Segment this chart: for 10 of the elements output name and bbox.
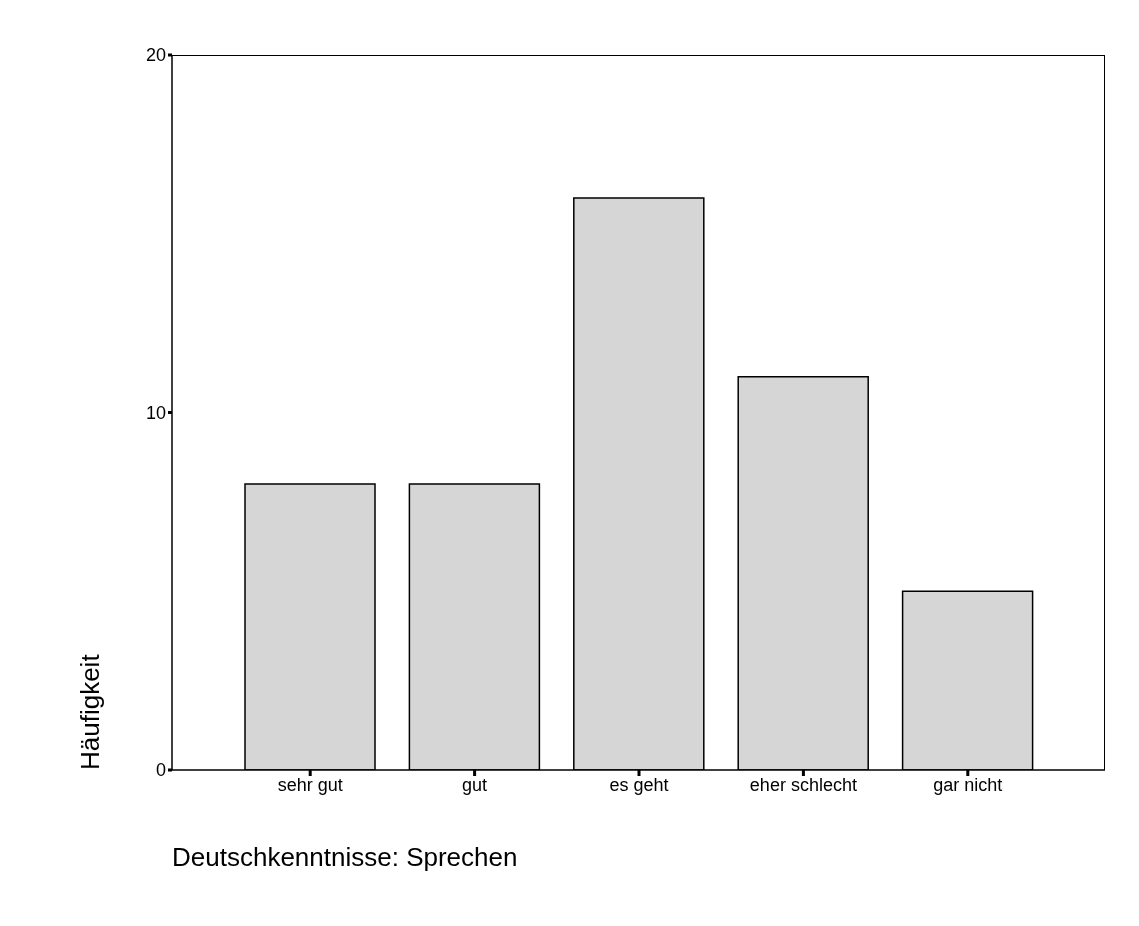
y-tick-label: 10 — [145, 402, 166, 423]
x-tick-label: gar nicht — [933, 774, 1003, 795]
x-tick-label: eher schlecht — [749, 774, 857, 795]
x-tick-label: es geht — [609, 774, 669, 795]
x-tick-label: gut — [462, 774, 488, 795]
y-tick-label: 0 — [155, 760, 166, 781]
x-axis-title: Deutschkenntnisse: Sprechen — [172, 842, 518, 872]
x-tick-label: sehr gut — [277, 774, 343, 795]
y-axis-title: Häufigkeit — [75, 653, 105, 770]
y-tick-label: 20 — [145, 45, 166, 66]
